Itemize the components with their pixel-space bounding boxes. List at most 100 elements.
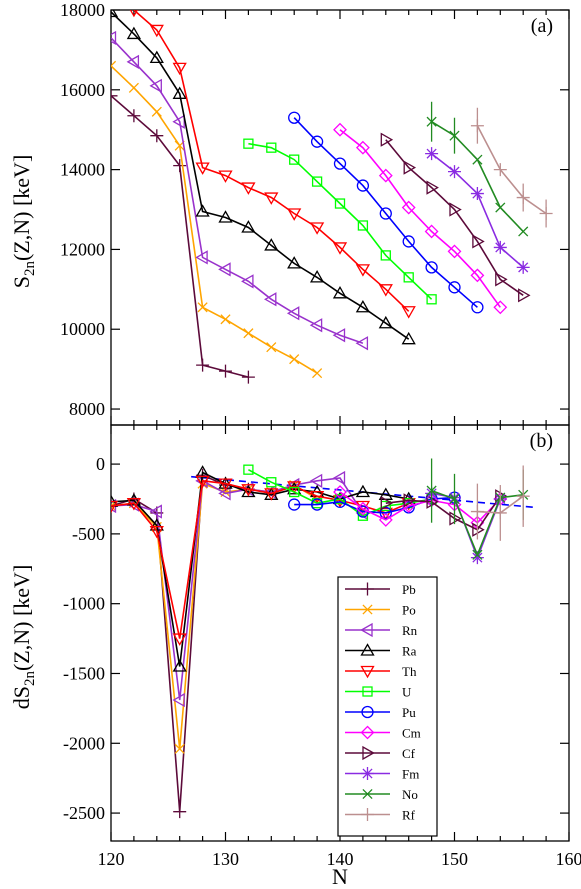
marker-th <box>309 491 325 504</box>
marker-ra <box>360 643 375 656</box>
y-tick-label-b: -2500 <box>63 803 105 823</box>
y-axis-label-rest: (Z,N) [keV] <box>9 155 34 261</box>
series-th-a <box>129 10 416 319</box>
legend-label-th: Th <box>402 664 417 679</box>
marker-pb <box>196 358 210 372</box>
marker-rn <box>218 486 231 501</box>
marker-cf <box>380 496 394 511</box>
marker-th <box>401 306 416 319</box>
y-tick-label-a: 12000 <box>60 239 105 259</box>
marker-rn <box>355 336 369 351</box>
x-tick-label: 120 <box>98 849 125 869</box>
marker-u <box>311 176 323 187</box>
marker-fm <box>516 260 530 274</box>
marker-ra <box>287 256 302 269</box>
marker-ra <box>218 210 233 223</box>
series-rf-a <box>470 107 553 228</box>
marker-th <box>111 500 119 514</box>
marker-u <box>266 142 277 153</box>
marker-cf <box>403 493 417 508</box>
marker-cf <box>495 272 508 287</box>
marker-th <box>126 498 142 511</box>
marker-fm <box>448 165 461 179</box>
y-tick-label-b: -1000 <box>63 594 105 614</box>
marker-cf <box>362 745 375 761</box>
marker-rn <box>286 306 300 321</box>
marker-th <box>241 484 256 497</box>
marker-rn <box>360 622 373 638</box>
marker-cf <box>449 511 462 526</box>
marker-pb <box>173 159 187 173</box>
marker-u <box>426 294 437 305</box>
y-tick-label-b: -1500 <box>63 663 105 683</box>
marker-rf <box>470 505 484 519</box>
legend-entry-pb: Pb <box>345 582 416 597</box>
marker-cm <box>447 244 462 259</box>
legend-label-pb: Pb <box>402 582 416 597</box>
legend-entry-ra: Ra <box>345 643 417 659</box>
marker-th <box>309 222 325 235</box>
marker-ra <box>111 10 119 18</box>
marker-rn <box>195 250 208 265</box>
legend-entry-cm: Cm <box>345 726 421 741</box>
marker-rn <box>263 292 277 307</box>
marker-po <box>289 354 300 365</box>
marker-rf <box>493 163 507 177</box>
marker-pu <box>333 157 347 170</box>
legend-label-cf: Cf <box>402 746 416 761</box>
series-line-po <box>111 65 318 374</box>
marker-cf <box>449 202 462 217</box>
marker-pb <box>173 805 187 819</box>
series-rn-a <box>111 30 369 351</box>
legend-entry-no: No <box>345 787 418 802</box>
series-po-a <box>111 60 323 379</box>
x-tick-label: 140 <box>327 849 354 869</box>
marker-no <box>449 493 460 505</box>
marker-ra <box>355 484 371 498</box>
x-axis-label: N <box>332 864 348 889</box>
legend-entry-rf: Rf <box>345 808 416 823</box>
marker-rn <box>172 692 185 708</box>
marker-rf <box>516 489 530 503</box>
marker-cf <box>426 494 439 509</box>
series-line-rn <box>111 37 364 344</box>
marker-pu <box>379 207 392 220</box>
marker-th <box>172 62 187 76</box>
legend-entry-rn: Rn <box>345 622 418 638</box>
marker-po <box>111 60 117 71</box>
y-axis-label-sub: 2n <box>22 671 38 687</box>
marker-cf <box>518 288 531 303</box>
marker-pu <box>379 506 392 520</box>
marker-po <box>266 342 277 353</box>
marker-ra <box>309 270 325 283</box>
marker-th <box>378 507 393 521</box>
marker-no <box>426 485 437 496</box>
y-axis-label-sub: 2n <box>22 261 38 277</box>
marker-rn <box>332 470 346 486</box>
marker-u <box>243 464 254 475</box>
marker-rn <box>309 318 323 333</box>
marker-no <box>472 154 483 165</box>
marker-ra <box>126 493 142 506</box>
series-no-a <box>426 101 529 237</box>
marker-u <box>266 477 277 488</box>
marker-cm <box>355 501 370 516</box>
y-tick-label-a: 10000 <box>60 319 105 339</box>
marker-th <box>355 264 371 277</box>
marker-rn <box>149 504 162 519</box>
marker-cm <box>333 122 347 137</box>
series-cm-a <box>333 122 508 315</box>
marker-cm <box>378 513 393 527</box>
marker-pb <box>361 582 374 596</box>
panel-b: 0 -500 -1000 -1500 -2000 -2500 120 130 140 150 160… <box>9 424 581 889</box>
marker-ra <box>149 50 164 64</box>
y-tick-label-b: -2000 <box>63 733 105 753</box>
legend-label-rn: Rn <box>402 623 418 638</box>
marker-rn <box>126 54 140 69</box>
marker-pu <box>471 301 484 314</box>
marker-pb <box>111 89 118 103</box>
y-tick-label-b: 0 <box>96 454 105 474</box>
marker-rn <box>111 30 117 46</box>
marker-po <box>111 500 117 512</box>
marker-rn <box>332 328 346 343</box>
